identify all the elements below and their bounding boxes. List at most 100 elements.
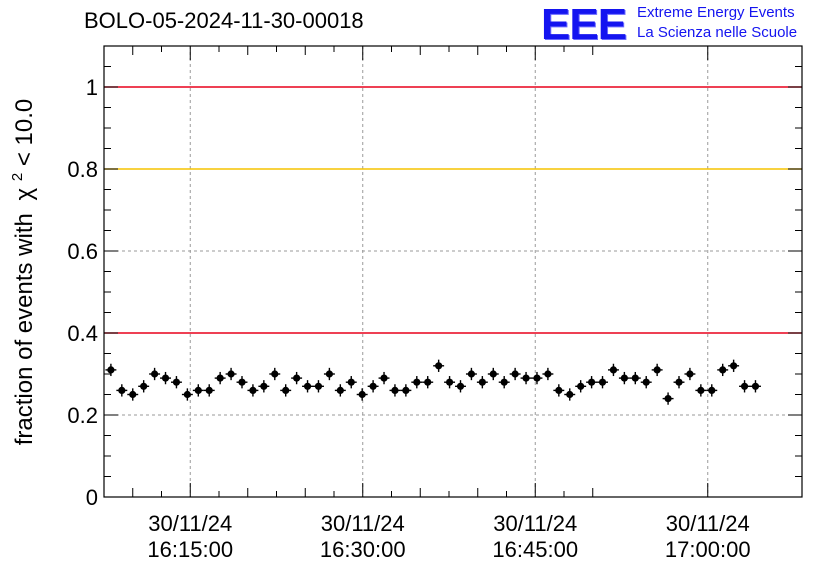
eee-logo: EEE Extreme Energy Events La Scienza nel… bbox=[541, 0, 833, 49]
data-point bbox=[138, 380, 150, 393]
data-point bbox=[662, 392, 674, 405]
x-tick-label-date: 30/11/24 bbox=[493, 511, 577, 536]
data-point bbox=[203, 384, 215, 397]
logo-line2: La Scienza nelle Scuole bbox=[637, 24, 798, 41]
point-marker bbox=[620, 374, 628, 382]
data-point bbox=[258, 380, 270, 393]
x-tick-label-date: 30/11/24 bbox=[148, 511, 232, 536]
data-point bbox=[127, 388, 139, 401]
x-tick-label-time: 16:15:00 bbox=[147, 537, 233, 562]
chart-title: BOLO-05-2024-11-30-00018 bbox=[84, 8, 364, 33]
data-point bbox=[509, 367, 521, 381]
point-marker bbox=[347, 378, 355, 386]
data-point bbox=[465, 367, 477, 381]
data-point bbox=[531, 371, 543, 385]
data-point bbox=[476, 376, 488, 389]
data-point bbox=[487, 367, 499, 381]
y-tick-label: 1 bbox=[86, 75, 98, 100]
data-point bbox=[575, 380, 587, 393]
data-point bbox=[280, 384, 292, 397]
point-marker bbox=[194, 386, 202, 394]
y-tick-label: 0.8 bbox=[67, 157, 98, 182]
point-marker bbox=[478, 378, 486, 386]
data-point bbox=[728, 359, 740, 372]
data-point bbox=[345, 376, 357, 389]
data-point bbox=[269, 367, 281, 381]
logo-line1: Extreme Energy Events bbox=[637, 4, 795, 21]
y-tick-label: 0.2 bbox=[67, 403, 98, 428]
data-point bbox=[192, 384, 204, 397]
point-marker bbox=[413, 378, 421, 386]
point-marker bbox=[271, 370, 279, 378]
data-point bbox=[640, 376, 652, 389]
y-axis-label-rest: < 10.0 bbox=[11, 99, 38, 166]
threshold-lines bbox=[104, 86, 802, 334]
point-marker bbox=[129, 390, 137, 399]
point-marker bbox=[522, 374, 530, 382]
point-marker bbox=[227, 370, 235, 378]
data-point bbox=[214, 371, 226, 385]
point-marker bbox=[183, 390, 191, 399]
point-marker bbox=[511, 370, 519, 378]
data-point bbox=[160, 371, 171, 385]
data-point bbox=[389, 384, 401, 397]
point-marker bbox=[598, 378, 607, 386]
data-point bbox=[302, 380, 314, 393]
point-marker bbox=[653, 366, 661, 374]
data-point bbox=[629, 371, 641, 385]
data-point bbox=[334, 384, 346, 397]
axis-ticks: 00.20.40.60.8130/11/2416:15:0030/11/2416… bbox=[67, 46, 802, 562]
point-marker bbox=[675, 378, 683, 386]
y-axis-label: fraction of events with χ 2 < 10.0 bbox=[1, 99, 38, 446]
point-marker bbox=[172, 378, 181, 386]
point-marker bbox=[566, 390, 574, 399]
x-tick-label-time: 17:00:00 bbox=[665, 537, 751, 562]
point-marker bbox=[140, 382, 148, 390]
point-marker bbox=[380, 374, 388, 382]
point-marker bbox=[205, 386, 213, 394]
data-point bbox=[607, 363, 619, 377]
x-tick-label-time: 16:30:00 bbox=[320, 537, 406, 562]
y-axis-label-main: fraction of events with bbox=[11, 213, 38, 445]
data-point bbox=[444, 376, 456, 389]
point-marker bbox=[544, 370, 552, 378]
y-tick-label: 0 bbox=[86, 485, 98, 510]
point-marker bbox=[402, 386, 410, 394]
data-point bbox=[170, 376, 182, 389]
point-marker bbox=[282, 386, 290, 394]
point-marker bbox=[467, 370, 476, 378]
data-point bbox=[651, 363, 663, 377]
x-tick-label-time: 16:45:00 bbox=[492, 537, 578, 562]
point-marker bbox=[336, 386, 344, 394]
point-marker bbox=[391, 386, 399, 394]
data-point bbox=[455, 380, 466, 393]
data-point bbox=[181, 388, 193, 401]
data-point bbox=[673, 376, 685, 389]
data-point bbox=[149, 367, 161, 381]
point-marker bbox=[577, 382, 585, 390]
point-marker bbox=[609, 366, 618, 374]
data-point bbox=[116, 384, 128, 397]
y-tick-label: 0.6 bbox=[67, 239, 98, 264]
point-marker bbox=[118, 386, 126, 394]
point-marker bbox=[697, 386, 705, 394]
point-marker bbox=[424, 378, 432, 386]
data-point bbox=[695, 384, 707, 397]
point-marker bbox=[445, 378, 454, 386]
point-marker bbox=[588, 378, 596, 386]
x-tick-label-date: 30/11/24 bbox=[666, 511, 750, 536]
point-marker bbox=[664, 395, 672, 403]
point-marker bbox=[751, 382, 760, 390]
data-point bbox=[247, 384, 259, 397]
data-point bbox=[750, 380, 761, 393]
data-point bbox=[236, 376, 248, 389]
data-point bbox=[564, 388, 576, 401]
point-marker bbox=[151, 370, 159, 378]
point-marker bbox=[740, 382, 749, 390]
grid-lines bbox=[104, 46, 802, 497]
point-marker bbox=[249, 386, 257, 394]
point-marker bbox=[369, 382, 377, 390]
data-point bbox=[367, 380, 379, 393]
data-point bbox=[618, 371, 630, 385]
data-points bbox=[105, 359, 761, 405]
